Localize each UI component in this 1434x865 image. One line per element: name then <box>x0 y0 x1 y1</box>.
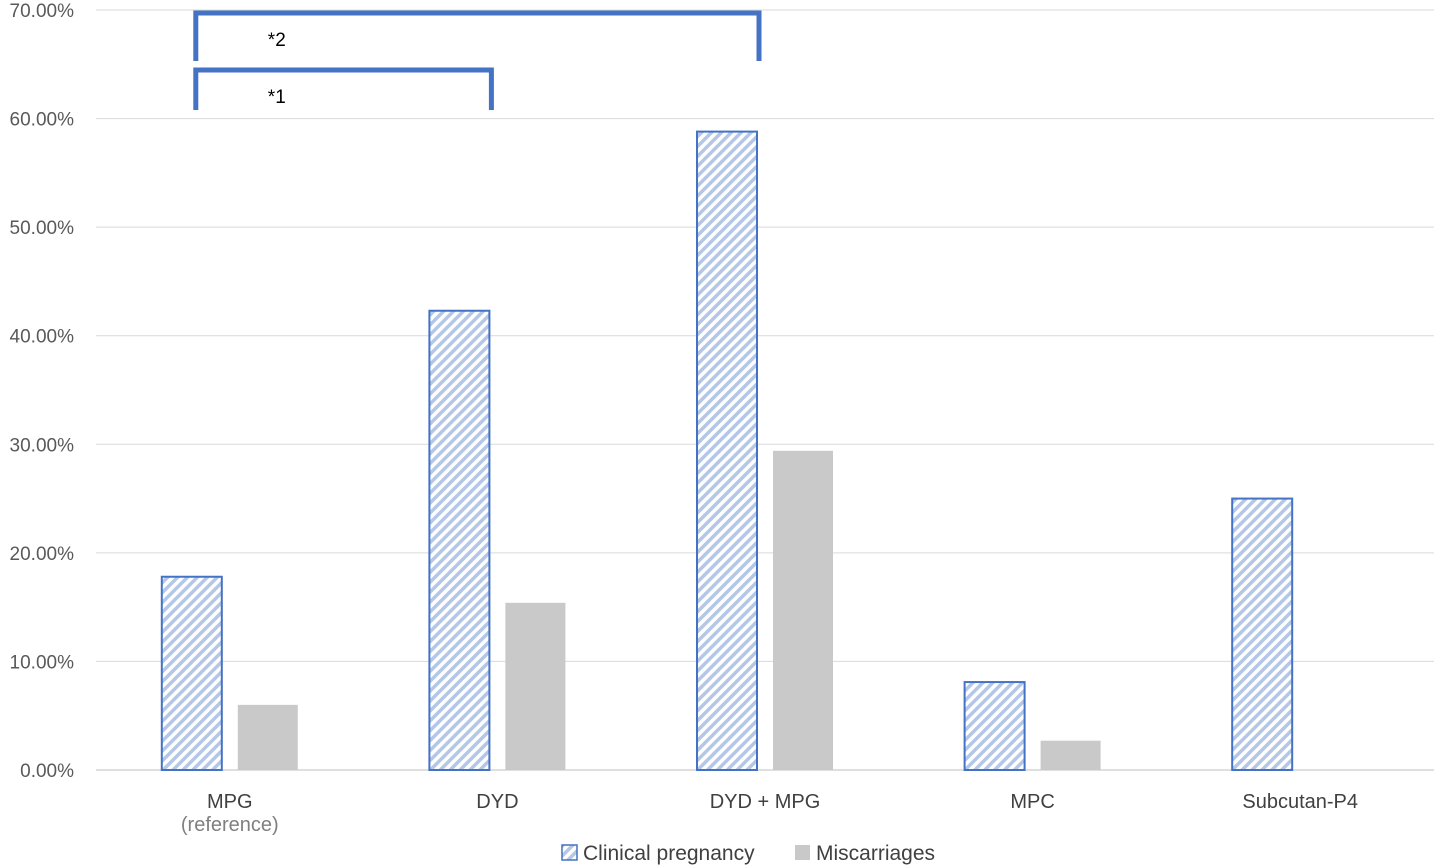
y-tick-label: 60.00% <box>10 110 75 131</box>
bars <box>160 130 1294 772</box>
x-tick-label: MPG <box>207 791 253 813</box>
bar-miscarriages <box>505 602 566 770</box>
bar-clinical-pregnancy <box>963 681 1026 771</box>
legend: Clinical pregnancy Miscarriages <box>561 842 935 865</box>
significance-bracket <box>193 67 494 110</box>
y-tick-label: 20.00% <box>10 544 75 565</box>
significance-brackets: *1 *2 <box>193 10 762 110</box>
legend-label-clinical-pregnancy: Clinical pregnancy <box>583 842 755 865</box>
x-tick-label: DYD <box>476 791 518 813</box>
x-tick-label: MPC <box>1010 791 1054 813</box>
x-tick-label: Subcutan-P4 <box>1242 791 1358 813</box>
bar-miscarriages <box>237 704 298 770</box>
legend-label-miscarriages: Miscarriages <box>816 842 935 865</box>
bar-clinical-pregnancy <box>696 130 758 772</box>
y-tick-label: 10.00% <box>10 652 75 673</box>
significance-label: *1 <box>268 87 286 108</box>
significance-bracket <box>193 10 762 61</box>
significance-label: *2 <box>268 30 286 51</box>
y-tick-label: 30.00% <box>10 435 75 456</box>
x-tick-label: DYD + MPG <box>710 791 821 813</box>
legend-swatch-clinical-pregnancy <box>561 844 578 861</box>
y-tick-label: 70.00% <box>10 1 75 22</box>
y-tick-label: 50.00% <box>10 218 75 239</box>
gridlines <box>96 9 1434 771</box>
x-axis: MPG(reference) DYD DYD + MPG MPC Subcutan-P4 <box>181 791 1358 836</box>
bar-miscarriages <box>773 450 833 770</box>
bar-clinical-pregnancy <box>428 309 491 771</box>
y-tick-label: 0.00% <box>20 761 74 782</box>
bar-clinical-pregnancy <box>1231 497 1294 771</box>
legend-swatch-miscarriages <box>795 845 810 860</box>
bar-miscarriages <box>1040 740 1101 770</box>
y-axis: 0.00% 10.00% 20.00% 30.00% 40.00% 50.00% 60.00… <box>10 1 75 782</box>
x-tick-sublabel: (reference) <box>181 814 279 836</box>
y-tick-label: 40.00% <box>10 327 75 348</box>
bar-clinical-pregnancy <box>160 575 223 771</box>
